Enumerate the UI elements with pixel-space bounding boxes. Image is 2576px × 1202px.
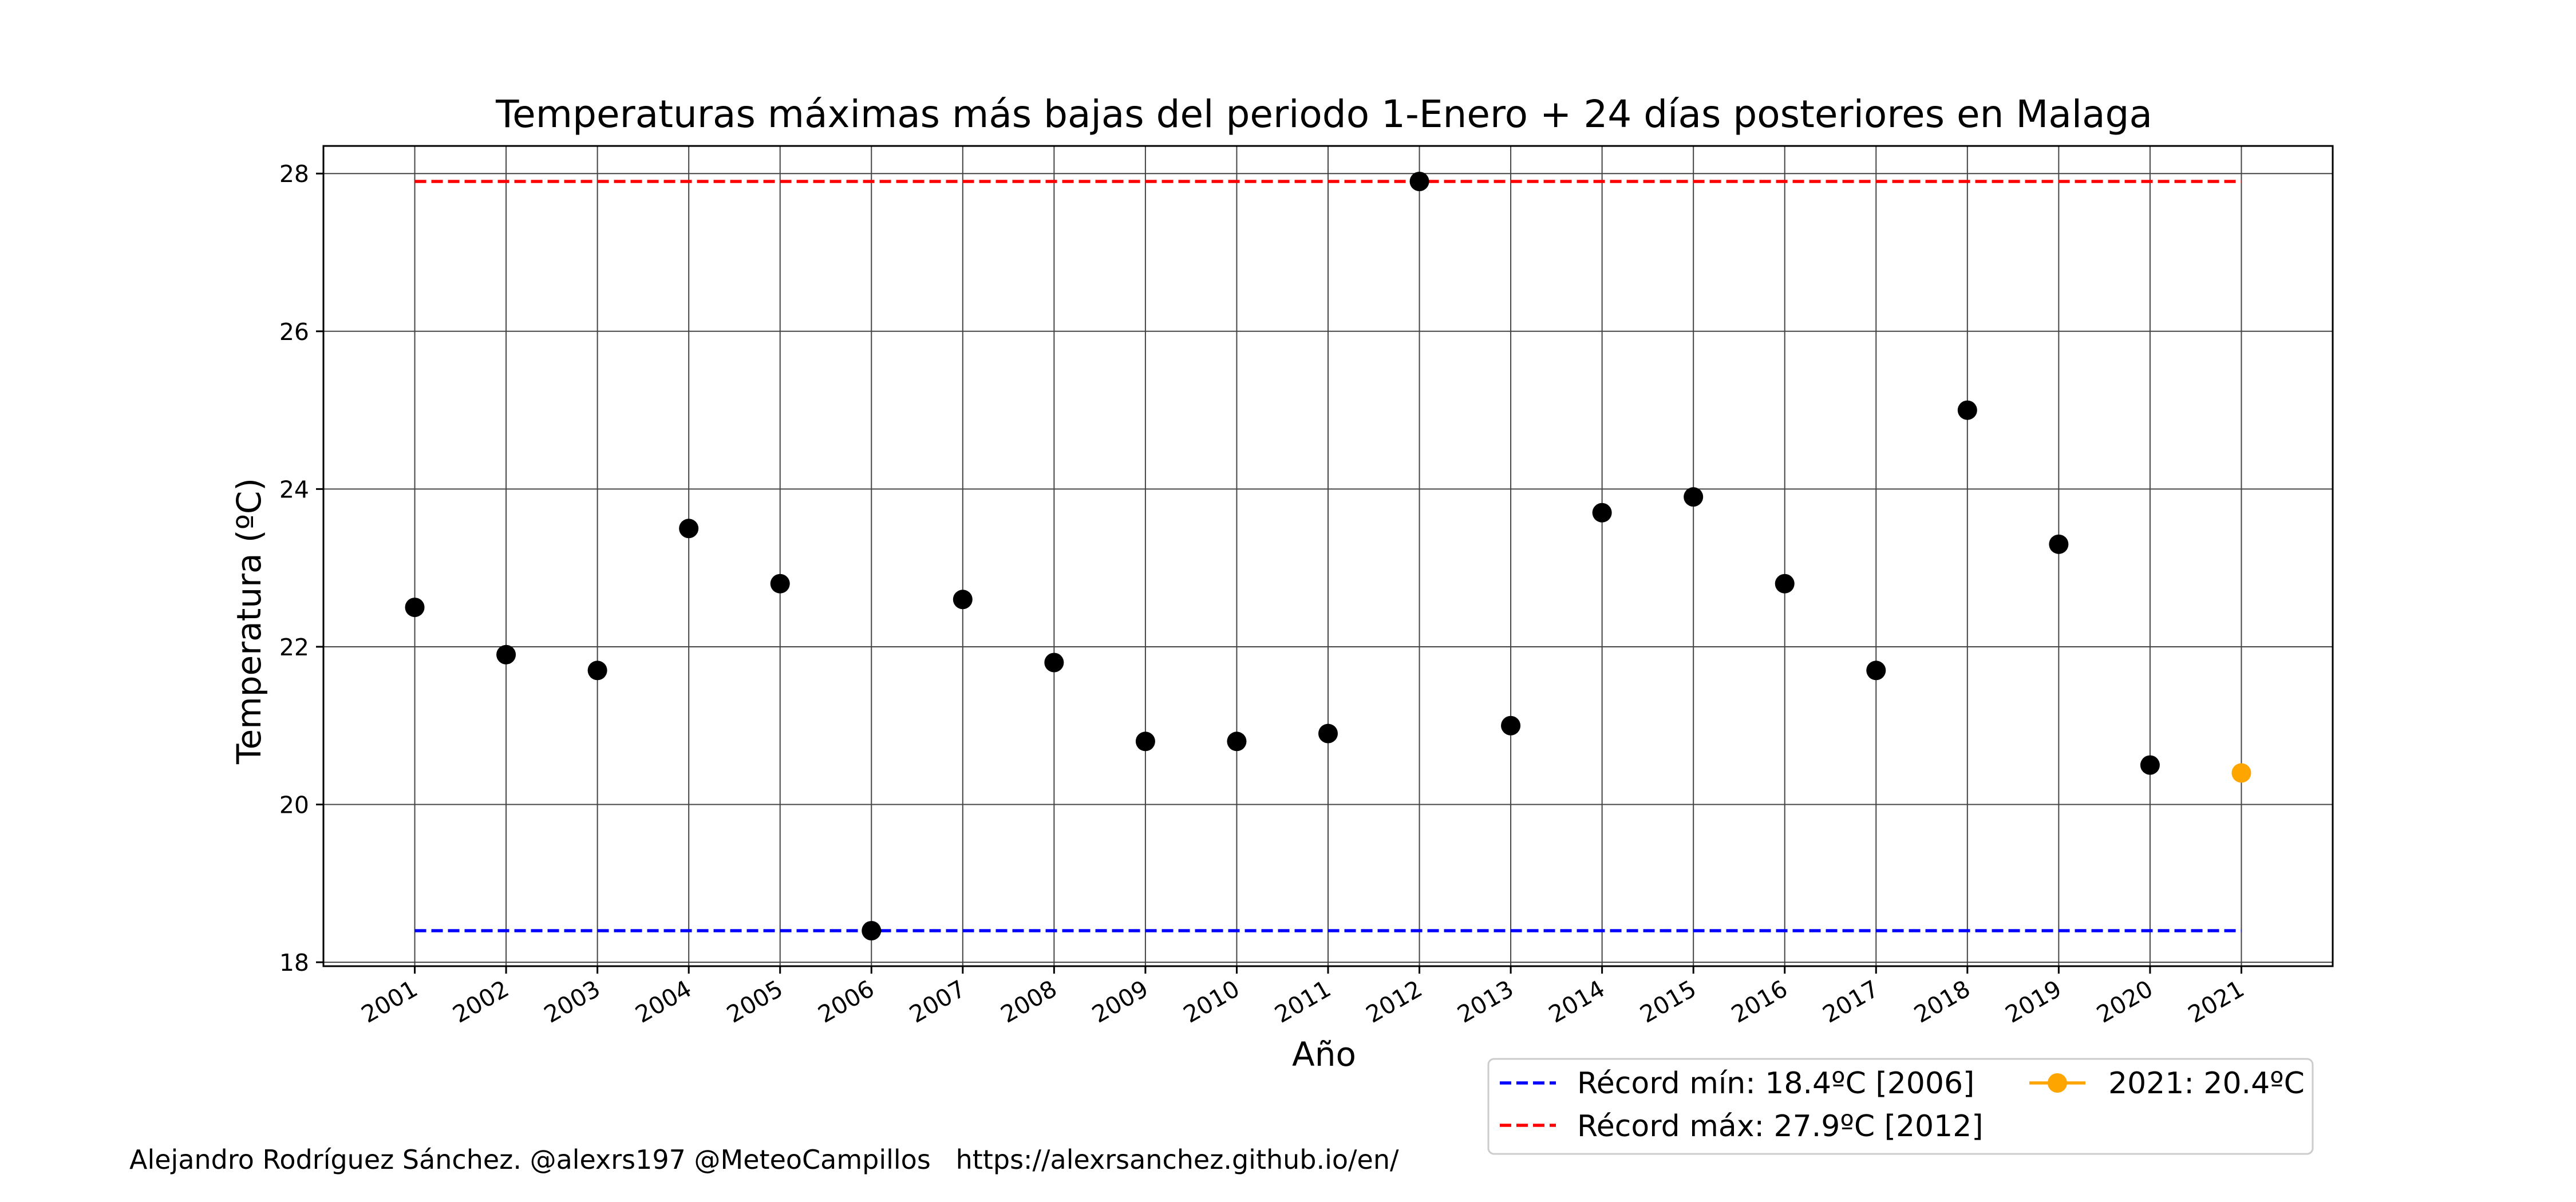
x-tick-label: 2005 [722, 975, 787, 1029]
x-tick-label: 2001 [357, 975, 422, 1029]
data-point [1135, 732, 1155, 752]
data-point [679, 519, 699, 539]
x-tick-label: 2018 [1909, 975, 1974, 1029]
legend-box [1487, 1058, 2314, 1155]
data-point [1592, 503, 1612, 523]
y-tick-label: 26 [279, 318, 309, 346]
x-tick-label: 2016 [1726, 975, 1792, 1029]
x-tick-label: 2006 [813, 975, 879, 1029]
y-tick-label: 24 [279, 476, 309, 503]
legend-2021-label: 2021: 20.4ºC [2108, 1066, 2305, 1101]
x-tick-label: 2021 [2183, 975, 2249, 1029]
x-tick-label: 2010 [1179, 975, 1244, 1029]
axis-ticks: 2001 2002 2003 2004 2005 2006 2007 2008 2009 2010… [279, 160, 2249, 1029]
grid [323, 146, 2333, 966]
data-point [770, 574, 790, 594]
data-point [587, 661, 607, 681]
x-tick-label: 2004 [631, 975, 696, 1029]
data-points [405, 172, 2251, 940]
x-tick-label: 2008 [996, 975, 1061, 1029]
highlight-point-2021 [2231, 763, 2251, 783]
x-tick-label: 2003 [539, 975, 605, 1029]
x-tick-label: 2011 [1270, 975, 1336, 1029]
legend-max-label: Récord máx: 27.9ºC [2012] [1577, 1109, 1984, 1144]
credit-text: Alejandro Rodríguez Sánchez. @alexrs197 … [129, 1144, 1399, 1175]
x-tick-label: 2017 [1818, 975, 1883, 1029]
data-point [1318, 723, 1338, 744]
legend-min-label: Récord mín: 18.4ºC [2006] [1577, 1066, 1974, 1101]
data-point [862, 920, 882, 940]
chart-title: Temperaturas máximas más bajas del perio… [495, 92, 2152, 136]
data-point [1775, 574, 1795, 594]
x-tick-label: 2014 [1544, 975, 1609, 1029]
x-tick-label: 2012 [1361, 975, 1427, 1029]
data-point [2049, 534, 2069, 554]
x-tick-label: 2002 [448, 975, 513, 1029]
data-point [1684, 487, 1704, 507]
data-point [1409, 172, 1429, 192]
data-point [1501, 715, 1521, 736]
y-axis-label: Temperatura (ºC) [230, 478, 268, 765]
x-tick-label: 2013 [1453, 975, 1518, 1029]
data-point [953, 590, 973, 610]
y-tick-label: 20 [279, 792, 309, 819]
y-tick-label: 18 [279, 949, 309, 976]
data-point [1866, 661, 1886, 681]
x-tick-label: 2009 [1088, 975, 1153, 1029]
legend-2021-swatch-marker [2048, 1073, 2067, 1093]
x-tick-label: 2015 [1635, 975, 1701, 1029]
data-point [1227, 732, 1247, 752]
data-point [2140, 755, 2160, 775]
reference-lines [414, 180, 2242, 932]
data-point [1957, 400, 1977, 420]
data-point [496, 645, 516, 665]
data-point [1044, 653, 1064, 673]
x-tick-label: 2007 [904, 975, 970, 1029]
y-tick-label: 22 [279, 634, 309, 661]
x-axis-label: Año [1292, 1035, 1356, 1074]
data-point [405, 598, 425, 618]
y-tick-label: 28 [279, 160, 309, 188]
x-tick-label: 2020 [2092, 975, 2158, 1029]
legend: Récord mín: 18.4ºC [2006] Récord máx: 27… [1487, 1058, 2314, 1155]
x-tick-label: 2019 [2001, 975, 2066, 1029]
